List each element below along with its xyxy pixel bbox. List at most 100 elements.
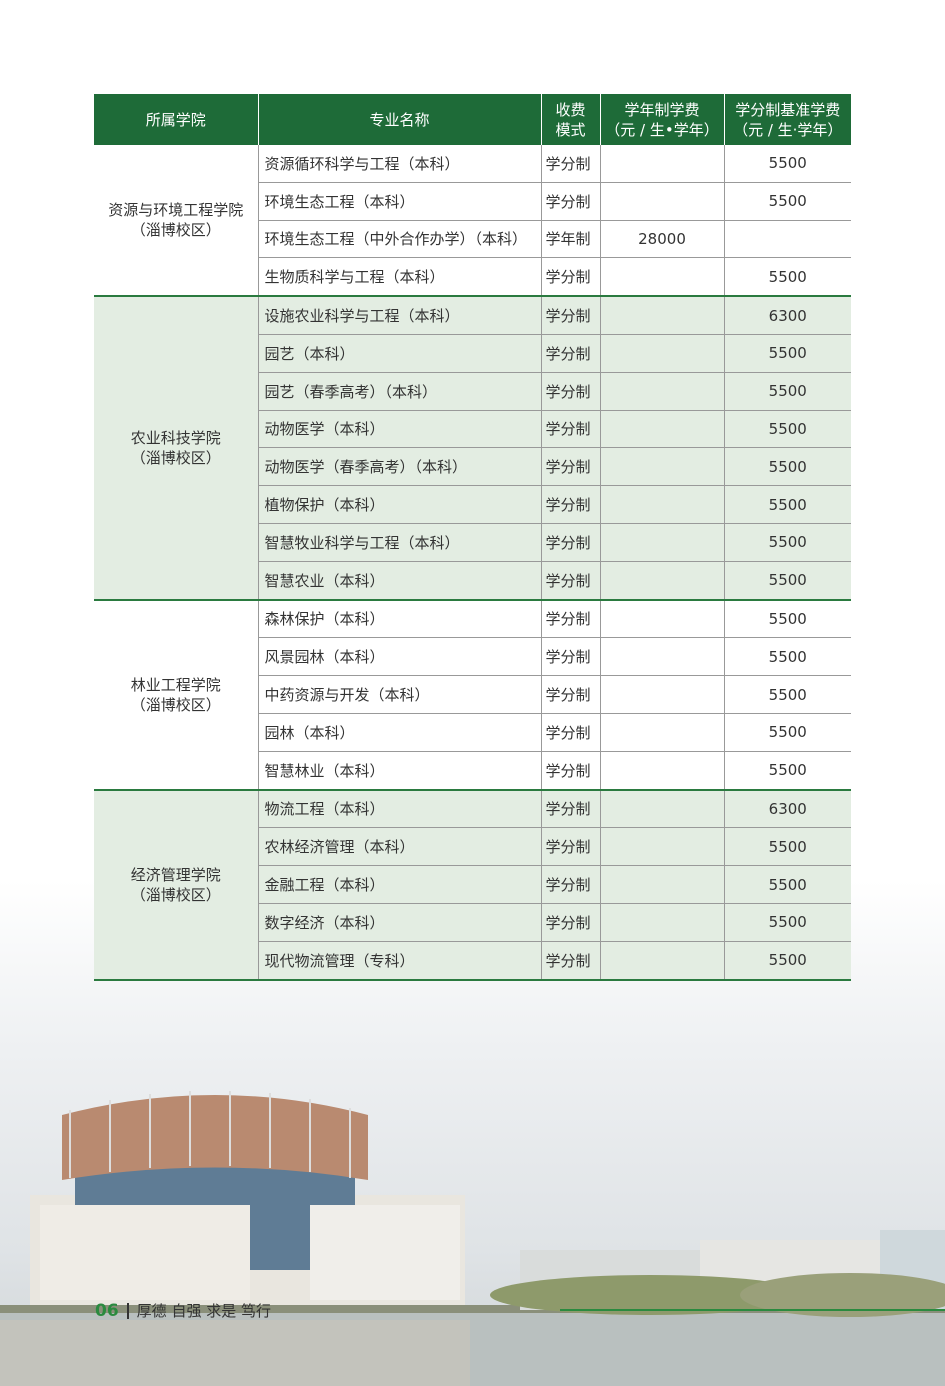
major-name: 资源循环科学与工程（本科） xyxy=(257,145,541,183)
credit-base-tuition: 5500 xyxy=(723,145,851,183)
table-row: 数字经济（本科） 学分制 5500 xyxy=(94,903,851,942)
major-name: 园林（本科） xyxy=(257,713,541,752)
table-row: 林业工程学院 （淄博校区） 森林保护（本科） 学分制 5500 xyxy=(94,599,851,791)
college-group: 经济管理学院 （淄博校区） 物流工程（本科） 学分制 6300 农林经济管理（本科） 学分… xyxy=(94,789,851,981)
college-name: 经济管理学院 （淄博校区） xyxy=(94,789,258,981)
table-row: 现代物流管理（专科） 学分制 5500 xyxy=(94,941,851,981)
annual-tuition xyxy=(599,713,724,752)
annual-tuition xyxy=(599,447,724,487)
school-motto: 厚德 自强 求是 笃行 xyxy=(136,1302,271,1320)
credit-base-tuition: 5500 xyxy=(723,865,851,904)
table-row: 经济管理学院 （淄博校区） 物流工程（本科） 学分制 6300 xyxy=(94,789,851,981)
annual-tuition xyxy=(599,751,724,791)
fee-mode: 学分制 xyxy=(540,145,600,183)
fee-mode: 学分制 xyxy=(540,637,600,677)
major-name: 智慧牧业科学与工程（本科） xyxy=(257,523,541,562)
credit-base-tuition: 5500 xyxy=(723,447,851,487)
fee-mode: 学分制 xyxy=(540,865,600,904)
fee-mode: 学分制 xyxy=(540,296,600,335)
page-number: 06 xyxy=(95,1300,119,1321)
fee-mode: 学分制 xyxy=(540,561,600,601)
page-footer: 06 厚德 自强 求是 笃行 xyxy=(95,1300,271,1321)
annual-tuition xyxy=(599,561,724,601)
college-group: 资源与环境工程学院 （淄博校区） 资源循环科学与工程（本科） 学分制 5500 环境生态… xyxy=(94,145,851,298)
annual-tuition xyxy=(599,789,724,829)
credit-base-tuition: 5500 xyxy=(723,713,851,752)
table-row: 智慧林业（本科） 学分制 5500 xyxy=(94,751,851,791)
fee-mode: 学年制 xyxy=(540,220,600,259)
table-row: 园林（本科） 学分制 5500 xyxy=(94,713,851,752)
annual-tuition xyxy=(599,637,724,677)
credit-base-tuition: 5500 xyxy=(723,523,851,562)
column-header: 学分制基准学费 （元 / 生·学年） xyxy=(723,94,851,145)
annual-tuition xyxy=(599,599,724,639)
major-name: 设施农业科学与工程（本科） xyxy=(257,296,541,335)
table-row: 中药资源与开发（本科） 学分制 5500 xyxy=(94,675,851,714)
table-row: 智慧农业（本科） 学分制 5500 xyxy=(94,561,851,601)
credit-base-tuition: 5500 xyxy=(723,257,851,298)
major-name: 环境生态工程（中外合作办学）（本科） xyxy=(257,220,541,259)
annual-tuition xyxy=(599,865,724,904)
table-row: 园艺（春季高考）（本科） 学分制 5500 xyxy=(94,372,851,411)
credit-base-tuition: 5500 xyxy=(723,334,851,373)
table-row: 动物医学（春季高考）（本科） 学分制 5500 xyxy=(94,447,851,487)
credit-base-tuition: 5500 xyxy=(723,599,851,639)
annual-tuition xyxy=(599,903,724,942)
college-name: 资源与环境工程学院 （淄博校区） xyxy=(94,145,258,298)
column-header: 专业名称 xyxy=(257,94,541,145)
table-row: 生物质科学与工程（本科） 学分制 5500 xyxy=(94,257,851,298)
major-name: 植物保护（本科） xyxy=(257,485,541,524)
annual-tuition xyxy=(599,675,724,714)
credit-base-tuition: 5500 xyxy=(723,941,851,981)
table-row: 环境生态工程（中外合作办学）（本科） 学年制 28000 xyxy=(94,220,851,259)
annual-tuition xyxy=(599,182,724,221)
table-row: 植物保护（本科） 学分制 5500 xyxy=(94,485,851,524)
annual-tuition xyxy=(599,334,724,373)
table-row: 智慧牧业科学与工程（本科） 学分制 5500 xyxy=(94,523,851,562)
annual-tuition: 28000 xyxy=(599,220,724,259)
college-name: 林业工程学院 （淄博校区） xyxy=(94,599,258,791)
fee-mode: 学分制 xyxy=(540,182,600,221)
major-name: 农林经济管理（本科） xyxy=(257,827,541,867)
fee-mode: 学分制 xyxy=(540,713,600,752)
major-name: 动物医学（春季高考）（本科） xyxy=(257,447,541,487)
credit-base-tuition: 5500 xyxy=(723,751,851,791)
fee-mode: 学分制 xyxy=(540,372,600,411)
footer-rule xyxy=(560,1309,945,1311)
table-row: 风景园林（本科） 学分制 5500 xyxy=(94,637,851,677)
major-name: 数字经济（本科） xyxy=(257,903,541,942)
college-group: 农业科技学院 （淄博校区） 设施农业科学与工程（本科） 学分制 6300 园艺（本科）学… xyxy=(94,296,851,601)
credit-base-tuition: 5500 xyxy=(723,903,851,942)
credit-base-tuition: 5500 xyxy=(723,637,851,677)
table-row: 动物医学（本科） 学分制 5500 xyxy=(94,410,851,449)
credit-base-tuition: 5500 xyxy=(723,675,851,714)
column-header: 所属学院 xyxy=(94,94,258,145)
tuition-table: 所属学院 专业名称 收费 模式 学年制学费 （元 / 生•学年） 学分制基准学费 （元 … xyxy=(94,94,851,981)
fee-mode: 学分制 xyxy=(540,903,600,942)
major-name: 智慧农业（本科） xyxy=(257,561,541,601)
credit-base-tuition: 5500 xyxy=(723,485,851,524)
credit-base-tuition: 6300 xyxy=(723,789,851,829)
credit-base-tuition: 5500 xyxy=(723,561,851,601)
fee-mode: 学分制 xyxy=(540,599,600,639)
footer-divider xyxy=(126,1302,129,1319)
major-name: 现代物流管理（专科） xyxy=(257,941,541,981)
credit-base-tuition: 5500 xyxy=(723,827,851,867)
annual-tuition xyxy=(599,296,724,335)
college-group: 林业工程学院 （淄博校区） 森林保护（本科） 学分制 5500 风景园林（本科） 学分制 5… xyxy=(94,599,851,791)
column-header: 收费 模式 xyxy=(540,94,600,145)
table-row: 资源与环境工程学院 （淄博校区） 资源循环科学与工程（本科） 学分制 5500 xyxy=(94,145,851,298)
fee-mode: 学分制 xyxy=(540,485,600,524)
annual-tuition xyxy=(599,827,724,867)
fee-mode: 学分制 xyxy=(540,751,600,791)
campus-photo xyxy=(0,1091,945,1386)
credit-base-tuition xyxy=(723,220,851,259)
annual-tuition xyxy=(599,145,724,183)
fee-mode: 学分制 xyxy=(540,447,600,487)
annual-tuition xyxy=(599,941,724,981)
fee-mode: 学分制 xyxy=(540,941,600,981)
credit-base-tuition: 6300 xyxy=(723,296,851,335)
major-name: 生物质科学与工程（本科） xyxy=(257,257,541,298)
credit-base-tuition: 5500 xyxy=(723,372,851,411)
